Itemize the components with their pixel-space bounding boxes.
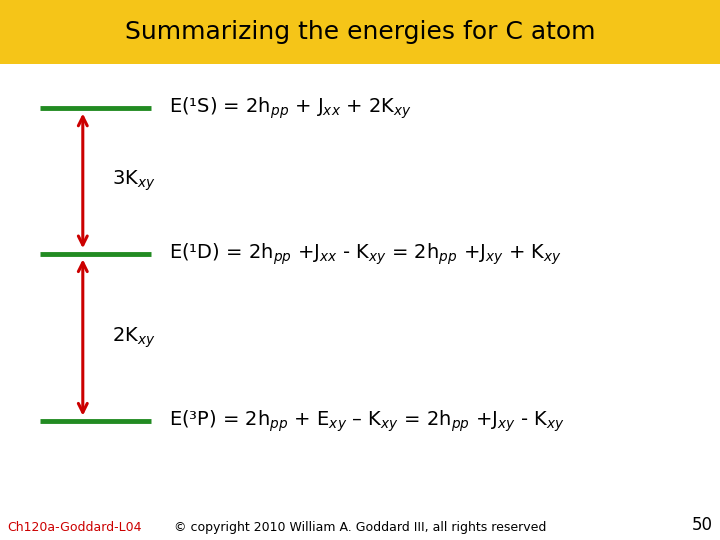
Text: Ch120a-Goddard-L04: Ch120a-Goddard-L04 <box>7 521 142 534</box>
Text: © copyright 2010 William A. Goddard III, all rights reserved: © copyright 2010 William A. Goddard III,… <box>174 521 546 534</box>
Text: E(¹D) = 2h$_{pp}$ +J$_{xx}$ - K$_{xy}$ = 2h$_{pp}$ +J$_{xy}$ + K$_{xy}$: E(¹D) = 2h$_{pp}$ +J$_{xx}$ - K$_{xy}$ =… <box>169 241 562 267</box>
Text: 50: 50 <box>692 516 713 534</box>
Text: Summarizing the energies for C atom: Summarizing the energies for C atom <box>125 20 595 44</box>
Text: E(¹S) = 2h$_{pp}$ + J$_{xx}$ + 2K$_{xy}$: E(¹S) = 2h$_{pp}$ + J$_{xx}$ + 2K$_{xy}$ <box>169 95 413 121</box>
Text: 2K$_{xy}$: 2K$_{xy}$ <box>112 325 156 350</box>
Bar <box>0 0 720 64</box>
Text: E(³P) = 2h$_{pp}$ + E$_{xy}$ – K$_{xy}$ = 2h$_{pp}$ +J$_{xy}$ - K$_{xy}$: E(³P) = 2h$_{pp}$ + E$_{xy}$ – K$_{xy}$ … <box>169 408 565 434</box>
Text: 3K$_{xy}$: 3K$_{xy}$ <box>112 168 156 193</box>
